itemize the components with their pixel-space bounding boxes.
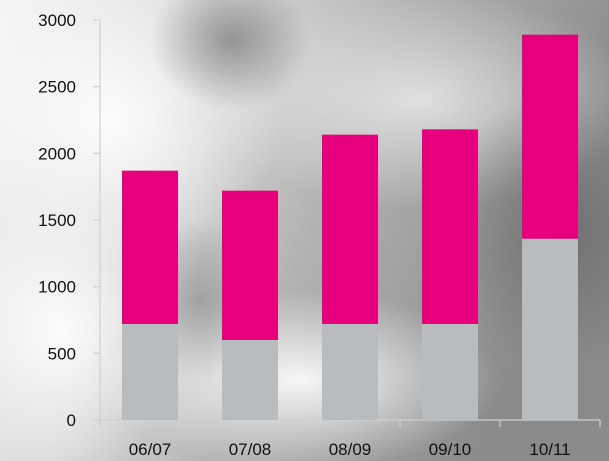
bar-segment-grey: [422, 324, 478, 420]
x-tick-label: 06/07: [129, 440, 172, 459]
bar-segment-magenta: [422, 129, 478, 324]
bar-segment-grey: [122, 324, 178, 420]
x-tick-label: 09/10: [429, 440, 472, 459]
x-tick-label: 07/08: [229, 440, 272, 459]
bar-segment-magenta: [322, 134, 378, 324]
y-tick-label: 1500: [38, 211, 76, 230]
bar-stacks: [122, 34, 578, 420]
bar-segment-grey: [222, 340, 278, 420]
y-tick-label: 3000: [38, 11, 76, 30]
bar-segment-grey: [322, 324, 378, 420]
bar-segment-magenta: [122, 170, 178, 324]
bar-segment-magenta: [522, 34, 578, 239]
x-tick-label: 08/09: [329, 440, 372, 459]
y-tick-label: 500: [48, 344, 76, 363]
x-tick-label: 10/11: [529, 440, 570, 459]
y-tick-label: 2000: [38, 144, 76, 163]
bar-segment-grey: [522, 238, 578, 420]
y-tick-label: 2500: [38, 78, 76, 97]
y-axis-ticks: 0 500 1000 1500 2000 2500 3000: [38, 11, 100, 430]
x-axis-ticks: 06/07 07/08 08/09 09/10 10/11: [99, 420, 601, 459]
y-tick-label: 0: [67, 411, 76, 430]
bar-segment-magenta: [222, 190, 278, 340]
y-tick-label: 1000: [38, 278, 76, 297]
